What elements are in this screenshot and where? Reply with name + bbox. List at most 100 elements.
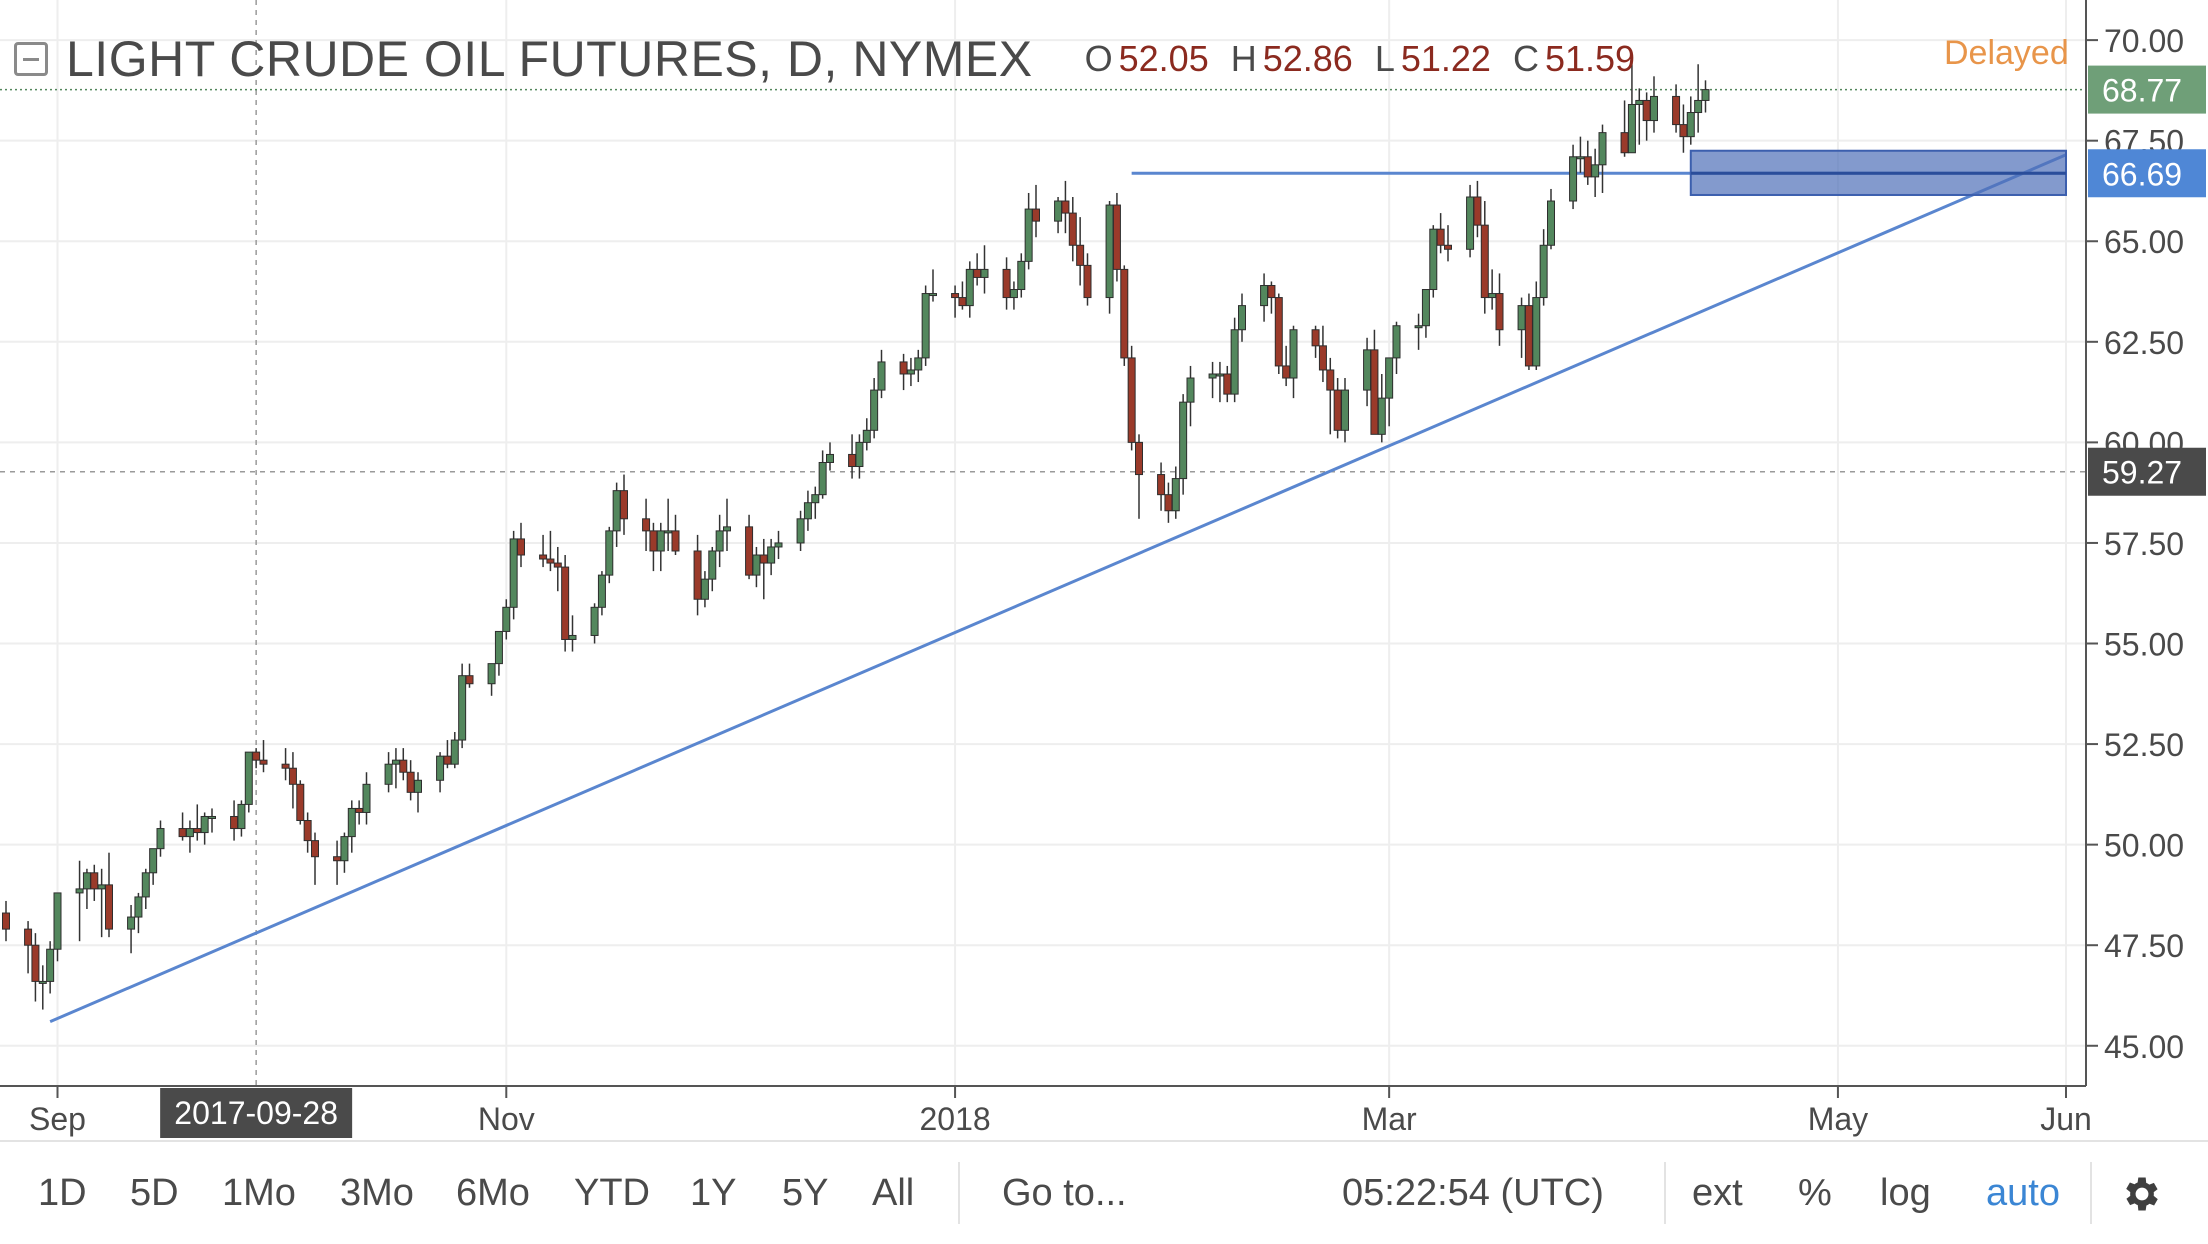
goto-date-button[interactable]: Go to... (1002, 1172, 1127, 1214)
trendlines[interactable] (49, 153, 2067, 1024)
candle-body (75, 888, 84, 894)
candle (1473, 180, 1482, 238)
candle-body (745, 526, 754, 576)
candle (1230, 317, 1239, 403)
range-1mo-button[interactable]: 1Mo (222, 1172, 296, 1214)
price-chart[interactable]: 45.0047.5050.0052.5055.0057.5060.0062.50… (0, 0, 2208, 1140)
candle-body (546, 558, 555, 564)
candle (31, 933, 40, 1002)
candle-body (605, 530, 614, 576)
candle-body (1223, 373, 1232, 395)
candle (237, 800, 246, 837)
candle-body (590, 606, 599, 636)
candle-body (671, 530, 680, 552)
candle-body (1436, 228, 1445, 246)
candle (1054, 196, 1063, 234)
candle (855, 434, 864, 479)
candle (1311, 325, 1320, 358)
candle (1135, 434, 1143, 519)
candle-body (1429, 228, 1438, 291)
candle (311, 832, 319, 885)
range-3mo-button[interactable]: 3Mo (340, 1172, 414, 1214)
auto-scale-toggle[interactable]: auto (1986, 1172, 2060, 1214)
percent-scale-toggle[interactable]: % (1798, 1172, 1832, 1214)
candle-body (517, 538, 525, 556)
utc-clock[interactable]: 05:22:54 (UTC) (1342, 1172, 1604, 1214)
candle-body (1627, 103, 1636, 154)
collapse-icon[interactable] (14, 42, 48, 76)
candle (980, 245, 989, 294)
candle-body (200, 815, 209, 834)
time-tick-label: Sep (29, 1101, 86, 1137)
candle (906, 357, 915, 387)
candle (414, 772, 422, 813)
range-6mo-button[interactable]: 6Mo (456, 1172, 530, 1214)
crosshair-date-label: 2017-09-28 (160, 1088, 353, 1138)
candle (1282, 345, 1291, 387)
candle-body (862, 429, 871, 443)
candle-body (465, 675, 474, 685)
range-ytd-button[interactable]: YTD (574, 1172, 650, 1214)
candle (53, 892, 62, 962)
candle (877, 349, 886, 399)
candle (620, 474, 628, 535)
candle (803, 490, 812, 531)
candle (958, 281, 967, 310)
candle (517, 522, 525, 568)
candle (1679, 104, 1688, 153)
gear-icon[interactable] (2120, 1172, 2164, 1216)
candle-body (561, 566, 570, 640)
candle-body (921, 293, 930, 359)
ohlc-readout: O 52.05 H 52.86 L 51.22 C 51.59 (1085, 38, 1635, 80)
candle-body (281, 763, 290, 769)
candle (590, 603, 599, 644)
candle (1591, 148, 1600, 197)
candle (1686, 96, 1695, 145)
candle-body (1370, 349, 1379, 435)
candle-body (450, 739, 459, 765)
range-1y-button[interactable]: 1Y (690, 1172, 737, 1214)
candle-body (1017, 260, 1026, 291)
candle-body (1274, 297, 1283, 367)
range-all-button[interactable]: All (872, 1172, 915, 1214)
candle (1009, 281, 1018, 310)
candle-body (406, 771, 415, 793)
candle-body (1341, 389, 1349, 431)
candle (546, 530, 555, 572)
candle-body (237, 803, 246, 830)
candle-body (1002, 268, 1011, 299)
candle-body (1679, 124, 1688, 138)
extended-hours-toggle[interactable]: ext (1692, 1172, 1743, 1214)
candle (1547, 188, 1555, 250)
candle-body (1333, 389, 1342, 431)
candle (1208, 361, 1217, 399)
ohlc-high: H 52.86 (1230, 38, 1353, 79)
candle-body (826, 453, 834, 463)
candle (1061, 180, 1070, 234)
crosshair-price-label-bg (2088, 447, 2206, 496)
range-5d-button[interactable]: 5D (130, 1172, 179, 1214)
candle (1017, 253, 1026, 298)
resistance-zone[interactable] (1689, 149, 2068, 196)
candle (612, 482, 621, 547)
candle (399, 748, 408, 781)
candle (487, 663, 496, 696)
range-5y-button[interactable]: 5Y (782, 1172, 829, 1214)
candle (870, 378, 879, 439)
candle-body (399, 759, 408, 773)
candle-body (1024, 208, 1033, 262)
candle-body (1620, 132, 1629, 154)
candle-body (848, 453, 857, 468)
candle (1112, 192, 1121, 282)
candle (141, 868, 150, 910)
delayed-status: Delayed (1944, 34, 2069, 72)
candle (1024, 192, 1033, 270)
log-scale-toggle[interactable]: log (1880, 1172, 1931, 1214)
range-1d-button[interactable]: 1D (38, 1172, 87, 1214)
candle-body (1032, 208, 1040, 222)
candle-body (1672, 95, 1681, 126)
zone-price-label-text: 66.69 (2102, 156, 2182, 192)
candle (458, 663, 467, 749)
candle-body (1009, 289, 1018, 299)
candle (1650, 76, 1658, 133)
